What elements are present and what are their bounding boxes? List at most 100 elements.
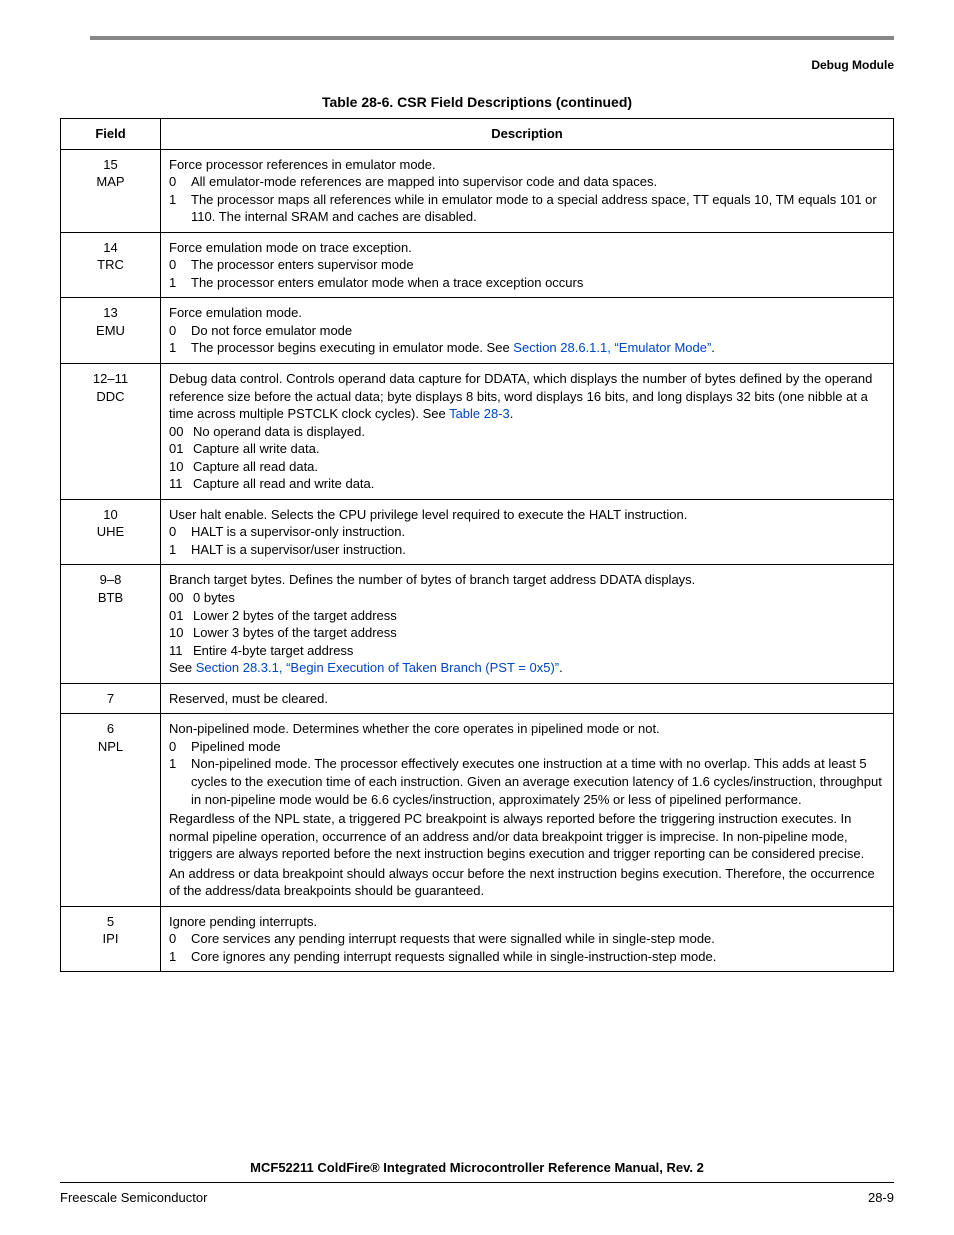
table-row: 7 Reserved, must be cleared. [61, 683, 894, 714]
option-code: 1 [169, 755, 191, 808]
table-row: 10UHE User halt enable. Selects the CPU p… [61, 499, 894, 565]
option-text: Entire 4-byte target address [193, 642, 885, 660]
field-cell: 9–8BTB [61, 565, 161, 683]
option-text: The processor maps all references while … [191, 191, 885, 226]
option-row: 10Lower 3 bytes of the target address [169, 624, 885, 642]
option-text: Lower 3 bytes of the target address [193, 624, 885, 642]
option-text: The processor enters emulator mode when … [191, 274, 885, 292]
field-name: BTB [69, 589, 152, 607]
field-bit: 13 [69, 304, 152, 322]
field-cell: 15MAP [61, 149, 161, 232]
lead-text: Force processor references in emulator m… [169, 156, 885, 174]
lead-text: Non-pipelined mode. Determines whether t… [169, 720, 885, 738]
field-bit: 15 [69, 156, 152, 174]
field-cell: 13EMU [61, 298, 161, 364]
field-bit: 7 [69, 690, 152, 708]
description-cell: Non-pipelined mode. Determines whether t… [161, 714, 894, 906]
description-cell: Debug data control. Controls operand dat… [161, 364, 894, 500]
option-code: 0 [169, 173, 191, 191]
option-code: 10 [169, 624, 193, 642]
table-row: 6NPL Non-pipelined mode. Determines wheth… [61, 714, 894, 906]
xref-link[interactable]: Table 28-3 [449, 406, 510, 421]
field-name: DDC [69, 388, 152, 406]
option-row: 1Core ignores any pending interrupt requ… [169, 948, 885, 966]
option-row: 0The processor enters supervisor mode [169, 256, 885, 274]
field-cell: 10UHE [61, 499, 161, 565]
field-bit: 5 [69, 913, 152, 931]
field-cell: 12–11DDC [61, 364, 161, 500]
footer-left: Freescale Semiconductor [60, 1190, 207, 1205]
description-cell: Ignore pending interrupts.0Core services… [161, 906, 894, 972]
option-code: 0 [169, 930, 191, 948]
field-name: UHE [69, 523, 152, 541]
option-text: Core ignores any pending interrupt reque… [191, 948, 885, 966]
option-code: 1 [169, 274, 191, 292]
table-row: 12–11DDCDebug data control. Controls ope… [61, 364, 894, 500]
option-code: 1 [169, 191, 191, 226]
csr-table: Field Description 15MAPForce processor r… [60, 118, 894, 972]
option-row: 01Lower 2 bytes of the target address [169, 607, 885, 625]
field-bit: 12–11 [69, 370, 152, 388]
option-code: 1 [169, 948, 191, 966]
option-text: Non-pipelined mode. The processor effect… [191, 755, 885, 808]
field-cell: 14TRC [61, 232, 161, 298]
option-text: HALT is a supervisor-only instruction. [191, 523, 885, 541]
footer-rule [60, 1182, 894, 1183]
option-text: All emulator-mode references are mapped … [191, 173, 885, 191]
table-row: 15MAP Force processor references in emula… [61, 149, 894, 232]
option-text: HALT is a supervisor/user instruction. [191, 541, 885, 559]
table-row: 14TRCForce emulation mode on trace excep… [61, 232, 894, 298]
option-row: 0All emulator-mode references are mapped… [169, 173, 885, 191]
lead-text: Debug data control. Controls operand dat… [169, 370, 885, 423]
header-section: Debug Module [811, 58, 894, 72]
option-code: 11 [169, 642, 193, 660]
option-text: The processor begins executing in emulat… [191, 339, 885, 357]
field-name: EMU [69, 322, 152, 340]
option-row: 01Capture all write data. [169, 440, 885, 458]
field-name: TRC [69, 256, 152, 274]
option-code: 1 [169, 339, 191, 357]
option-row: 1The processor begins executing in emula… [169, 339, 885, 357]
description-cell: Force emulation mode on trace exception.… [161, 232, 894, 298]
lead-text: Branch target bytes. Defines the number … [169, 571, 885, 589]
paragraph: Regardless of the NPL state, a triggered… [169, 810, 885, 863]
field-bit: 14 [69, 239, 152, 257]
field-bit: 6 [69, 720, 152, 738]
xref-link[interactable]: Section 28.3.1, “Begin Execution of Take… [196, 660, 559, 675]
page: Debug Module Table 28-6. CSR Field Descr… [0, 0, 954, 1235]
option-text: Lower 2 bytes of the target address [193, 607, 885, 625]
xref-link[interactable]: Section 28.6.1.1, “Emulator Mode” [513, 340, 711, 355]
option-row: 11Entire 4-byte target address [169, 642, 885, 660]
field-name: NPL [69, 738, 152, 756]
option-row: 000 bytes [169, 589, 885, 607]
description-cell: Branch target bytes. Defines the number … [161, 565, 894, 683]
option-text: Pipelined mode [191, 738, 885, 756]
paragraph: An address or data breakpoint should alw… [169, 865, 885, 900]
option-code: 01 [169, 440, 193, 458]
option-row: 1Non-pipelined mode. The processor effec… [169, 755, 885, 808]
lead-text: Reserved, must be cleared. [169, 690, 885, 708]
option-code: 11 [169, 475, 193, 493]
footer-title: MCF52211 ColdFire® Integrated Microcontr… [0, 1160, 954, 1175]
option-row: 11Capture all read and write data. [169, 475, 885, 493]
option-row: 00No operand data is displayed. [169, 423, 885, 441]
option-text: Core services any pending interrupt requ… [191, 930, 885, 948]
option-row: 1The processor maps all references while… [169, 191, 885, 226]
lead-text: Force emulation mode on trace exception. [169, 239, 885, 257]
option-row: 0Core services any pending interrupt req… [169, 930, 885, 948]
table-row: 13EMU Force emulation mode.0Do not force … [61, 298, 894, 364]
option-text: Capture all read and write data. [193, 475, 885, 493]
lead-text: Force emulation mode. [169, 304, 885, 322]
option-text: Capture all write data. [193, 440, 885, 458]
option-code: 01 [169, 607, 193, 625]
field-cell: 7 [61, 683, 161, 714]
option-code: 0 [169, 523, 191, 541]
option-text: Do not force emulator mode [191, 322, 885, 340]
option-row: 0Do not force emulator mode [169, 322, 885, 340]
lead-text: User halt enable. Selects the CPU privil… [169, 506, 885, 524]
table-row: 9–8BTB Branch target bytes. Defines the n… [61, 565, 894, 683]
option-row: 1The processor enters emulator mode when… [169, 274, 885, 292]
option-row: 1HALT is a supervisor/user instruction. [169, 541, 885, 559]
col-field-header: Field [61, 119, 161, 150]
description-cell: Force processor references in emulator m… [161, 149, 894, 232]
